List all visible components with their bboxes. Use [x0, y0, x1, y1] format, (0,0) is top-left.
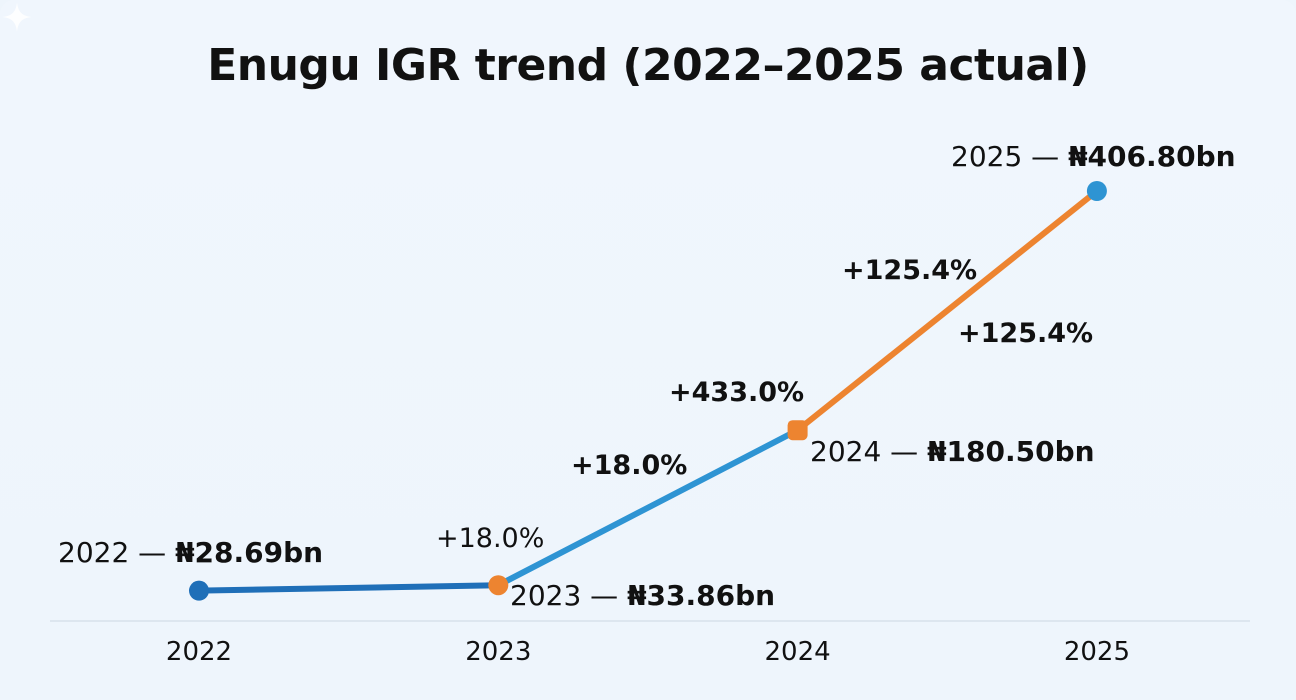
growth-annotation: +125.4%: [958, 318, 1093, 349]
data-point-2022[interactable]: [189, 580, 209, 601]
chart-title: Enugu IGR trend (2022–2025 actual): [207, 40, 1089, 91]
growth-annotation: +125.4%: [842, 255, 977, 286]
point-label-year: 2022 —: [58, 536, 175, 569]
point-label-year: 2024 —: [810, 435, 927, 468]
point-label-2022: 2022 — ₦28.69bn: [58, 536, 323, 569]
point-label-2024: 2024 — ₦180.50bn: [810, 435, 1095, 468]
point-label-2025: 2025 — ₦406.80bn: [951, 140, 1236, 173]
point-label-value: ₦406.80bn: [1068, 140, 1236, 173]
x-tick-label-2024: 2024: [765, 637, 831, 667]
point-label-year: 2023 —: [510, 579, 627, 612]
line-segment-2023-2024: [495, 427, 801, 589]
point-label-year: 2025 —: [951, 140, 1068, 173]
point-label-2023: 2023 — ₦33.86bn: [510, 579, 775, 612]
x-tick-label-2025: 2025: [1064, 637, 1130, 667]
x-tick-label-2023: 2023: [465, 637, 531, 667]
data-point-2025[interactable]: [1086, 181, 1107, 201]
line-segment-2022-2023: [196, 582, 502, 594]
growth-annotation: +433.0%: [669, 377, 804, 408]
point-label-value: ₦180.50bn: [927, 435, 1095, 468]
point-label-value: ₦33.86bn: [627, 579, 775, 612]
data-point-2024[interactable]: [787, 420, 808, 441]
point-label-value: ₦28.69bn: [175, 536, 323, 569]
growth-annotation: +18.0%: [436, 523, 544, 554]
x-tick-label-2022: 2022: [166, 637, 232, 667]
sparkle-icon: [2, 2, 32, 32]
line-segment-2024-2025: [794, 188, 1100, 434]
growth-annotation: +18.0%: [571, 450, 687, 481]
data-point-2023[interactable]: [488, 575, 509, 596]
